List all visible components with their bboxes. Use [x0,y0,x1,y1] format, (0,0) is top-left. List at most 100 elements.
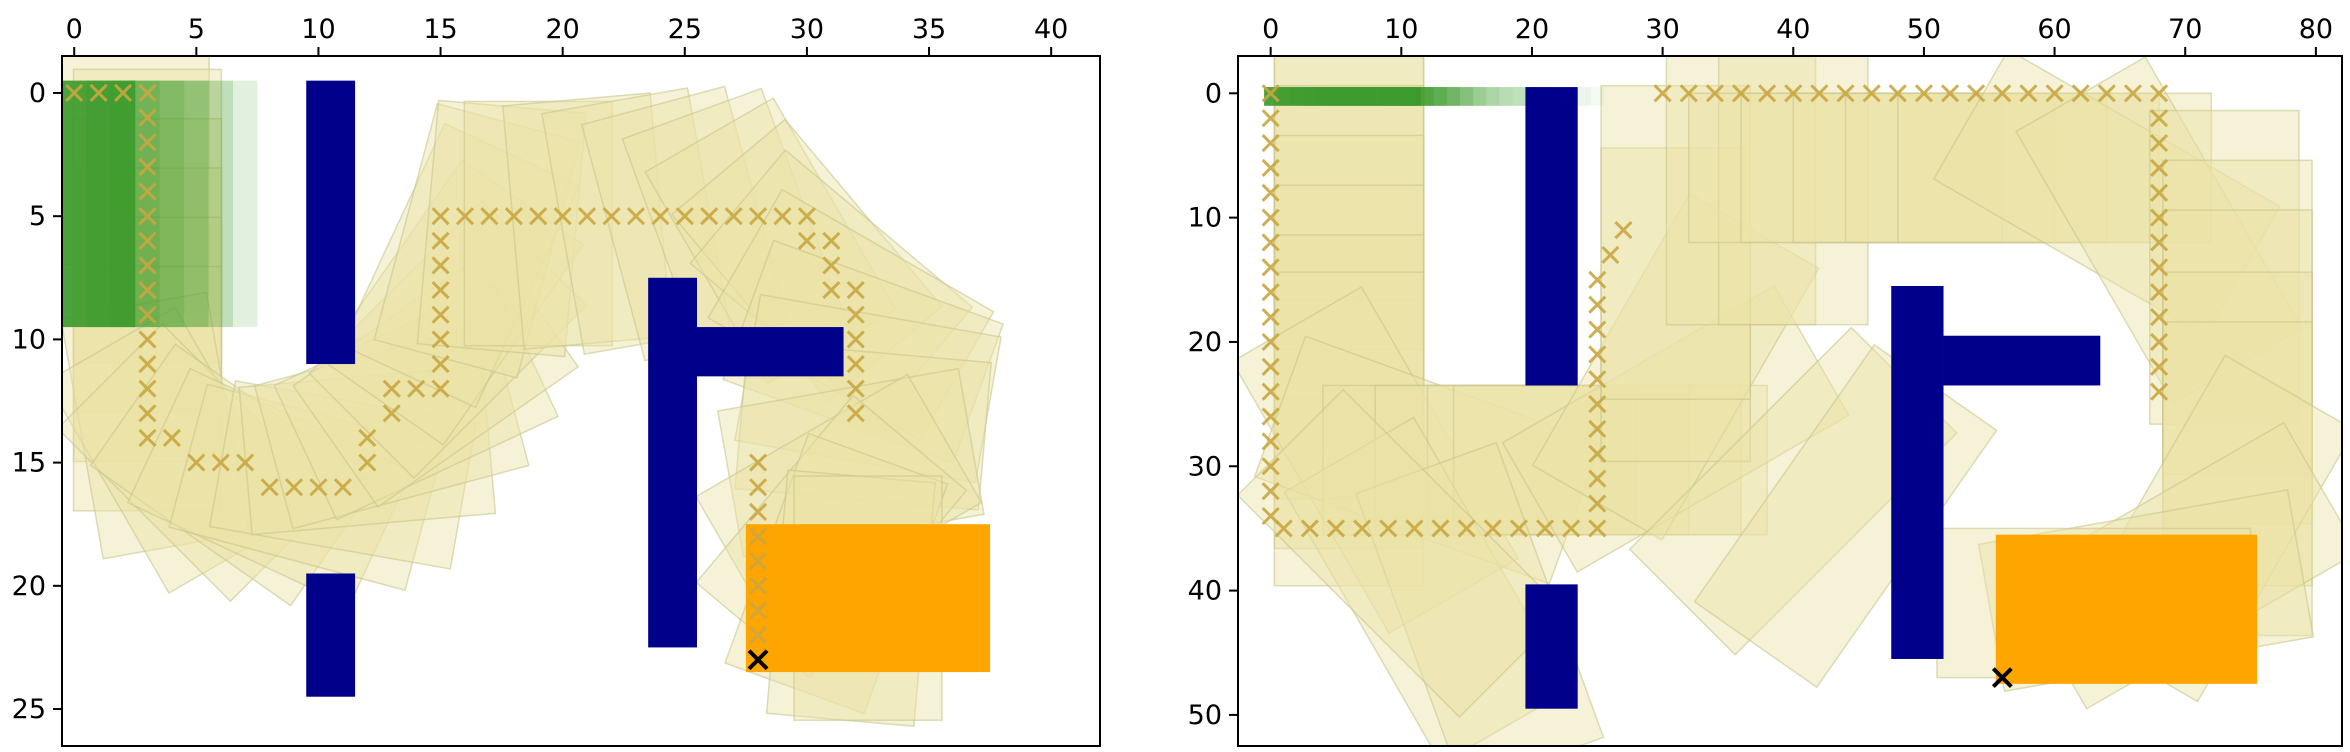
trail-footprint [340,122,580,409]
path-marker [1261,258,1280,277]
path-marker [749,453,768,472]
path-marker [65,83,84,103]
trail-footprint [416,99,587,358]
y-tick-label: 0 [29,78,46,109]
path-marker [846,354,865,374]
path-marker [578,207,597,226]
path-marker [749,478,768,497]
axes-frame [1237,55,2343,747]
path-marker [260,478,279,497]
path-marker [1261,432,1280,451]
path-marker [1967,84,1986,103]
path-marker [1588,295,1607,314]
path-marker [138,157,157,176]
path-marker [1483,519,1502,538]
path-marker [138,83,157,103]
path-marker [382,404,401,423]
path-marker [749,552,768,571]
trail-footprint [2149,109,2300,425]
x-tick-label: 10 [1384,14,1418,45]
path-marker [162,428,181,448]
path-marker [1261,357,1280,376]
path-marker [480,207,499,226]
obstacle [1525,584,1578,709]
y-tick-label: 10 [1188,203,1222,234]
path-marker [431,305,450,324]
path-marker [1261,332,1280,352]
path-marker [2150,133,2169,153]
path-marker [333,478,352,497]
path-marker [846,379,865,398]
trail-footprint [1273,271,1425,587]
path-marker [2150,283,2169,302]
path-marker [1862,84,1881,103]
path-marker [2150,332,2169,352]
path-marker [1588,469,1607,488]
path-marker [1261,109,1280,128]
path-marker [1379,519,1398,538]
path-marker [504,207,523,226]
path-marker [749,207,768,226]
start-region-core [62,80,136,328]
path-marker [138,404,157,423]
path-marker [1326,519,1346,538]
path-marker [1614,220,1633,240]
path-marker [1653,84,1672,103]
path-marker [138,108,157,127]
path-marker [2150,233,2169,252]
x-tick-label: 0 [1262,14,1279,45]
path-marker [846,281,865,300]
path-marker [626,207,646,226]
path-marker [1562,519,1581,538]
start-region [184,80,258,328]
path-marker [138,379,157,398]
path-marker [749,601,768,620]
path-marker [431,231,450,250]
x-tick-label: 10 [301,14,335,45]
path-marker [1705,84,1724,103]
start-region [1407,87,1565,106]
x-tick-label: 50 [1907,14,1941,45]
path-marker [1758,84,1777,103]
path-marker [1261,308,1280,327]
path-marker [1300,519,1319,538]
path-marker [407,379,426,398]
path-marker [431,256,450,275]
path-marker [822,281,841,300]
path-marker [1679,84,1698,103]
path-marker [846,330,865,349]
path-marker [1353,519,1372,538]
x-tick-label: 35 [912,14,946,45]
path-marker [1993,84,2012,103]
x-tick-label: 15 [423,14,457,45]
path-marker [1405,519,1424,538]
x-tick-label: 30 [790,14,824,45]
y-tick-label: 10 [12,324,46,355]
path-marker [455,207,475,226]
start-region [135,80,209,328]
path-marker [724,207,743,226]
path-marker [138,133,157,152]
path-marker [138,256,157,275]
trail-footprint [62,306,299,595]
path-marker [749,576,768,595]
x-tick-label: 25 [668,14,702,45]
path-marker [1836,84,1855,103]
trail-footprint [1932,56,2281,337]
path-marker [2150,109,2169,128]
trail-footprint [253,321,530,530]
path-marker [1261,84,1280,103]
path-marker [1261,158,1280,177]
x-tick-label: 5 [188,14,205,45]
path-marker [431,281,450,300]
right-plot: 0 10 20 30 40 50 60 70 80 0 10 20 30 40 50 [1188,14,2343,747]
start-region-core [1264,87,1421,106]
path-marker [236,453,255,472]
path-marker [1601,245,1620,264]
path-marker [358,453,377,472]
trail-footprint [208,380,477,570]
path-marker [1940,84,1960,103]
trail-footprint [321,158,585,446]
path-marker [2150,183,2169,202]
